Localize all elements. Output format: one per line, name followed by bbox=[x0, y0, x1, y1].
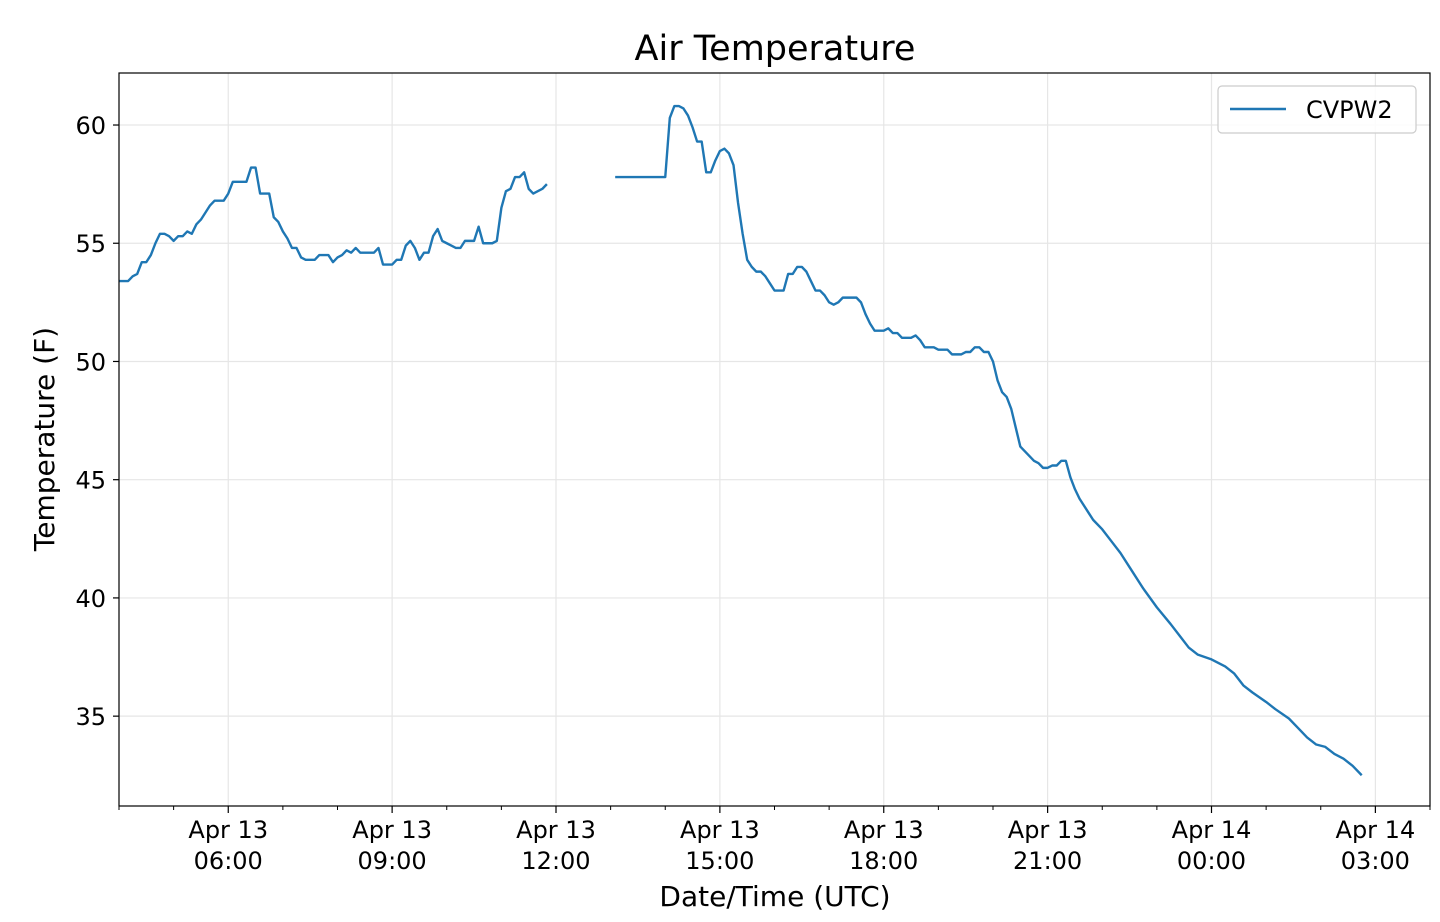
legend-box bbox=[1217, 85, 1417, 134]
x-tick-label: Apr 13 18:00 bbox=[844, 816, 924, 875]
legend: CVPW2 bbox=[1217, 85, 1417, 134]
series-line-segment-1 bbox=[119, 166, 548, 283]
x-tick-label: Apr 14 03:00 bbox=[1336, 816, 1416, 875]
x-tick-label: Apr 13 12:00 bbox=[516, 816, 596, 875]
x-tick-label: Apr 13 21:00 bbox=[1008, 816, 1088, 875]
legend-entry-cvpw2: CVPW2 bbox=[1306, 96, 1393, 124]
y-tick-label: 55 bbox=[75, 230, 106, 258]
y-tick-label: 60 bbox=[75, 112, 106, 140]
y-tick-label: 50 bbox=[75, 348, 106, 376]
y-tick-label: 35 bbox=[75, 703, 106, 731]
plot-area-frame bbox=[118, 72, 1431, 807]
series-layer bbox=[119, 104, 1363, 777]
x-tick-label: Apr 13 15:00 bbox=[680, 816, 760, 875]
x-axis-label: Date/Time (UTC) bbox=[659, 880, 890, 913]
x-axis-ticks: Apr 13 06:00 Apr 13 09:00 Apr 13 12:00 Apr 13 1… bbox=[118, 806, 1431, 875]
x-tick-label: Apr 14 00:00 bbox=[1172, 816, 1252, 875]
y-axis-ticks: 35 40 45 50 55 60 bbox=[75, 112, 119, 731]
chart-title: Air Temperature bbox=[635, 29, 916, 69]
y-tick-label: 40 bbox=[75, 585, 106, 613]
y-axis-label: Temperature (F) bbox=[28, 327, 61, 552]
y-tick-label: 45 bbox=[75, 467, 106, 495]
series-line-segment-2 bbox=[615, 104, 1363, 777]
grid-lines bbox=[119, 73, 1430, 806]
x-tick-label: Apr 13 09:00 bbox=[352, 816, 432, 875]
x-tick-label: Apr 13 06:00 bbox=[188, 816, 268, 875]
